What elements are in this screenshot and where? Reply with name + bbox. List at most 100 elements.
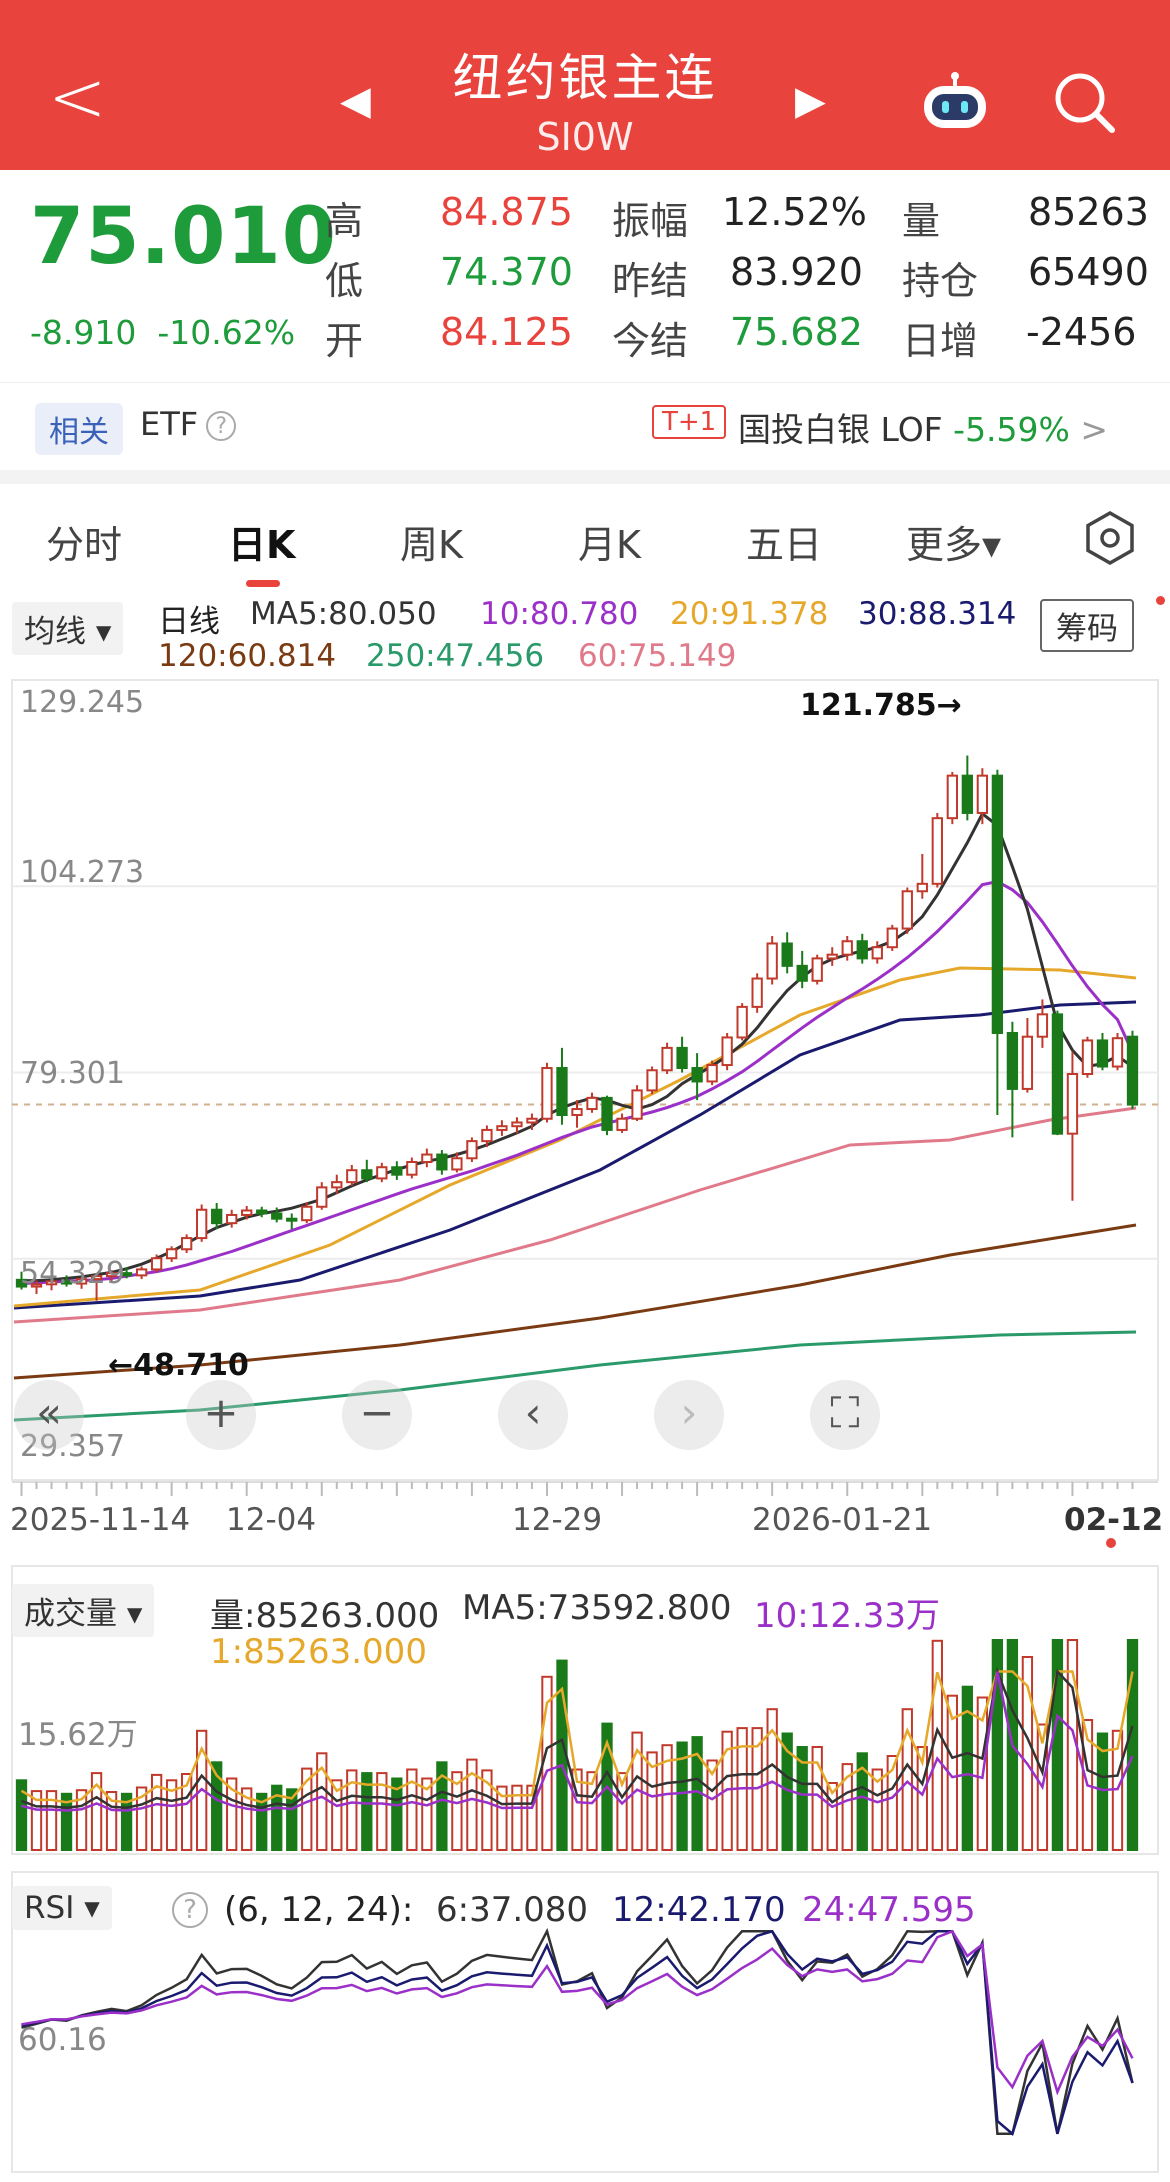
candle-body xyxy=(466,1140,478,1160)
fullscreen-icon[interactable]: ⛶ xyxy=(810,1380,880,1450)
candle-body xyxy=(496,1125,508,1131)
tab-intraday[interactable]: 分时 xyxy=(46,523,123,567)
candle-body xyxy=(301,1205,313,1222)
scroll-right-icon[interactable]: › xyxy=(654,1380,724,1450)
volume-ma5-line xyxy=(21,1666,1134,1809)
back-icon[interactable]: < xyxy=(48,56,107,138)
volume-bar xyxy=(45,1790,58,1851)
etf-text: ETF xyxy=(140,405,199,443)
volume-bar xyxy=(886,1755,898,1851)
volume-ma10-line xyxy=(21,1671,1134,1812)
open-value: 84.125 xyxy=(440,310,573,354)
quote-panel: 75.010 -8.910 -10.62% 高 84.875 低 74.370 … xyxy=(0,170,1170,380)
volume-bar xyxy=(256,1792,268,1852)
lof-percent: -5.59% xyxy=(953,410,1070,449)
ma-legend: 均线 ▾ 日线 MA5:80.050 10:80.780 20:91.378 3… xyxy=(0,592,1170,682)
related-etf-row[interactable]: 相关 ETF? T+1 国投白银 LOF -5.59% > xyxy=(0,382,1170,470)
candle-body xyxy=(165,1248,178,1260)
tab-daily-k[interactable]: 日K xyxy=(228,523,296,567)
candle-body xyxy=(105,1272,118,1278)
page-title: 纽约银主连 xyxy=(452,49,718,107)
ma5-value: MA5:80.050 xyxy=(250,596,437,632)
rsi-help-icon[interactable]: ? xyxy=(172,1892,208,1928)
volume-label: 量 xyxy=(902,199,941,243)
candle-body xyxy=(30,1283,43,1288)
candle-body xyxy=(556,1067,568,1117)
lof-fund-link[interactable]: 国投白银 LOF -5.59% > xyxy=(738,403,1108,451)
help-icon[interactable]: ? xyxy=(206,411,237,441)
candle-body xyxy=(436,1153,448,1171)
robot-assistant-icon[interactable] xyxy=(918,70,992,132)
date-label-3: 12-29 xyxy=(512,1502,602,1538)
candle-body xyxy=(526,1117,538,1124)
active-tab-indicator xyxy=(246,580,280,587)
prev-settle-label: 昨结 xyxy=(612,259,689,303)
volume-bar xyxy=(526,1784,538,1851)
candle-body xyxy=(646,1069,658,1092)
scroll-left-fast-icon[interactable]: « xyxy=(14,1380,84,1450)
settings-icon[interactable] xyxy=(1082,510,1138,566)
candle-body xyxy=(1006,1031,1019,1090)
etf-label: ETF? xyxy=(140,405,237,443)
volume-bar xyxy=(226,1777,238,1851)
candle-body xyxy=(256,1209,268,1215)
candle-body xyxy=(601,1096,613,1131)
candle-body xyxy=(150,1257,163,1271)
search-icon[interactable] xyxy=(1052,70,1118,136)
daily-change-label: 日增 xyxy=(902,319,979,363)
chip-distribution-button[interactable]: 筹码 xyxy=(1040,599,1134,652)
last-price: 75.010 xyxy=(30,192,337,282)
volume-bar xyxy=(511,1784,523,1851)
volume-frame xyxy=(11,1565,1159,1855)
volume-dropdown[interactable]: 成交量 ▾ xyxy=(12,1584,155,1637)
volume-bar xyxy=(871,1768,883,1851)
volume-bar xyxy=(90,1772,103,1851)
volume-legend: 成交量 ▾ 量:85263.000 MA5:73592.800 10:12.33… xyxy=(0,1574,1170,1684)
volume-bar xyxy=(616,1772,628,1851)
candle-body xyxy=(721,1036,733,1067)
volume-bar xyxy=(481,1769,493,1852)
next-contract-icon[interactable]: ▶ xyxy=(795,78,826,124)
price-tick-2: 104.273 xyxy=(20,855,144,890)
ma-dropdown[interactable]: 均线 ▾ xyxy=(12,602,124,655)
settle-label: 今结 xyxy=(612,319,689,363)
lof-name: 国投白银 LOF xyxy=(738,410,943,449)
ma-lines xyxy=(13,811,1137,1422)
volume-l1-label: 1:85263.000 xyxy=(210,1632,427,1672)
zoom-out-icon[interactable]: − xyxy=(342,1380,412,1450)
high-value: 84.875 xyxy=(440,190,573,234)
volume-bar xyxy=(901,1708,913,1851)
candle-body xyxy=(706,1064,718,1083)
volume-bar xyxy=(406,1768,418,1851)
zoom-in-icon[interactable]: + xyxy=(186,1380,256,1450)
tab-five-day[interactable]: 五日 xyxy=(746,523,823,567)
tab-weekly-k[interactable]: 周K xyxy=(400,523,463,567)
candle-body xyxy=(991,774,1004,1034)
candle-body xyxy=(901,890,913,930)
candle-body xyxy=(676,1046,688,1070)
scroll-left-icon[interactable]: ‹ xyxy=(498,1380,568,1450)
tab-more[interactable]: 更多▾ xyxy=(906,523,1002,567)
volume-bar xyxy=(211,1761,223,1852)
candle-body xyxy=(1036,1013,1049,1038)
candle-body xyxy=(856,940,868,960)
related-tag: 相关 xyxy=(35,403,123,455)
candle-body xyxy=(271,1212,283,1220)
header: < 纽约银主连 SI0W ◀ ▶ xyxy=(0,0,1170,170)
high-label: 高 xyxy=(325,199,364,243)
date-label-4: 2026-01-21 xyxy=(752,1502,932,1538)
contract-code: SI0W xyxy=(536,115,634,159)
volume-bar xyxy=(916,1746,928,1851)
volume-bar xyxy=(105,1791,118,1851)
volume-bar xyxy=(856,1752,868,1852)
candle-body xyxy=(946,774,958,820)
settle-value: 75.682 xyxy=(730,310,863,354)
ma10-line xyxy=(21,880,1134,1286)
prev-contract-icon[interactable]: ◀ xyxy=(340,78,371,124)
rsi-dropdown[interactable]: RSI ▾ xyxy=(12,1886,112,1930)
candle-body xyxy=(75,1278,88,1285)
open-label: 开 xyxy=(325,319,364,363)
tab-monthly-k[interactable]: 月K xyxy=(578,523,641,567)
candle-body xyxy=(1096,1039,1109,1068)
